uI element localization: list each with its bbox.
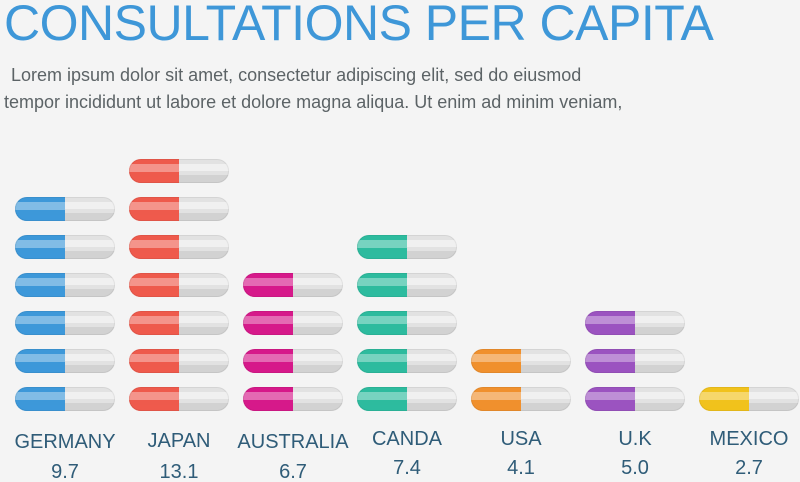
pill-outline xyxy=(243,311,343,335)
pill-outline xyxy=(243,273,343,297)
pill xyxy=(15,387,115,411)
value-label: 9.7 xyxy=(51,461,79,482)
pill xyxy=(15,311,115,335)
pill xyxy=(357,349,457,373)
category-label: CANDA xyxy=(372,428,443,450)
pill-outline xyxy=(129,349,229,373)
pill-outline xyxy=(585,387,685,411)
pill xyxy=(585,387,685,411)
pill-outline xyxy=(129,387,229,411)
pill xyxy=(129,197,229,221)
value-label: 7.4 xyxy=(393,457,421,479)
pill xyxy=(129,235,229,259)
pill xyxy=(15,197,115,221)
category-label: AUSTRALIA xyxy=(237,431,349,453)
category-label: JAPAN xyxy=(148,430,211,452)
value-label: 13.1 xyxy=(160,461,199,482)
pill-outline xyxy=(585,311,685,335)
pill xyxy=(471,387,571,411)
pill xyxy=(129,311,229,335)
bar-mexico xyxy=(699,387,799,411)
pill-outline xyxy=(243,349,343,373)
pill-outline xyxy=(357,387,457,411)
subtitle-line-1: Lorem ipsum dolor sit amet, consectetur … xyxy=(11,65,582,85)
pill-outline xyxy=(243,387,343,411)
bar-japan xyxy=(129,159,229,411)
value-label: 2.7 xyxy=(735,457,763,479)
subtitle-line-2: tempor incididunt ut labore et dolore ma… xyxy=(4,92,623,112)
pill-outline xyxy=(357,273,457,297)
pill xyxy=(585,311,685,335)
pill xyxy=(129,159,229,183)
pill xyxy=(243,273,343,297)
pill-outline xyxy=(129,159,229,183)
pill-outline xyxy=(357,235,457,259)
pill-outline xyxy=(15,349,115,373)
pill-outline xyxy=(471,387,571,411)
category-label: GERMANY xyxy=(14,431,115,453)
pill-outline xyxy=(15,387,115,411)
page-subtitle: Lorem ipsum dolor sit amet, consectetur … xyxy=(4,62,794,116)
bar-germany xyxy=(15,197,115,411)
pill-outline xyxy=(585,349,685,373)
pill xyxy=(15,349,115,373)
pill xyxy=(357,273,457,297)
value-label: 5.0 xyxy=(621,457,649,479)
pill xyxy=(243,349,343,373)
pill xyxy=(471,349,571,373)
value-label: 6.7 xyxy=(279,461,307,482)
pill xyxy=(357,235,457,259)
pill-outline xyxy=(357,311,457,335)
category-label: USA xyxy=(500,428,542,450)
page-title: CONSULTATIONS PER CAPITA xyxy=(4,0,714,51)
pill-outline xyxy=(699,387,799,411)
bar-australia xyxy=(243,273,343,411)
pill xyxy=(585,349,685,373)
pill-outline xyxy=(129,235,229,259)
pill xyxy=(243,311,343,335)
bar-usa xyxy=(471,349,571,411)
pill-outline xyxy=(15,273,115,297)
pill xyxy=(129,273,229,297)
pill xyxy=(15,235,115,259)
pill xyxy=(699,387,799,411)
pill-outline xyxy=(15,235,115,259)
pill-outline xyxy=(357,349,457,373)
pill-outline xyxy=(129,273,229,297)
pill-outline xyxy=(471,349,571,373)
pill xyxy=(357,311,457,335)
pill-outline xyxy=(129,197,229,221)
pill xyxy=(357,387,457,411)
category-label: MEXICO xyxy=(710,428,789,450)
category-label: U.K xyxy=(618,428,652,450)
bar-u-k xyxy=(585,311,685,411)
pill xyxy=(243,387,343,411)
value-label: 4.1 xyxy=(507,457,535,479)
bar-canda xyxy=(357,235,457,411)
pill xyxy=(129,387,229,411)
pill xyxy=(129,349,229,373)
pill-outline xyxy=(15,311,115,335)
pill xyxy=(15,273,115,297)
pill-outline xyxy=(129,311,229,335)
pill-outline xyxy=(15,197,115,221)
